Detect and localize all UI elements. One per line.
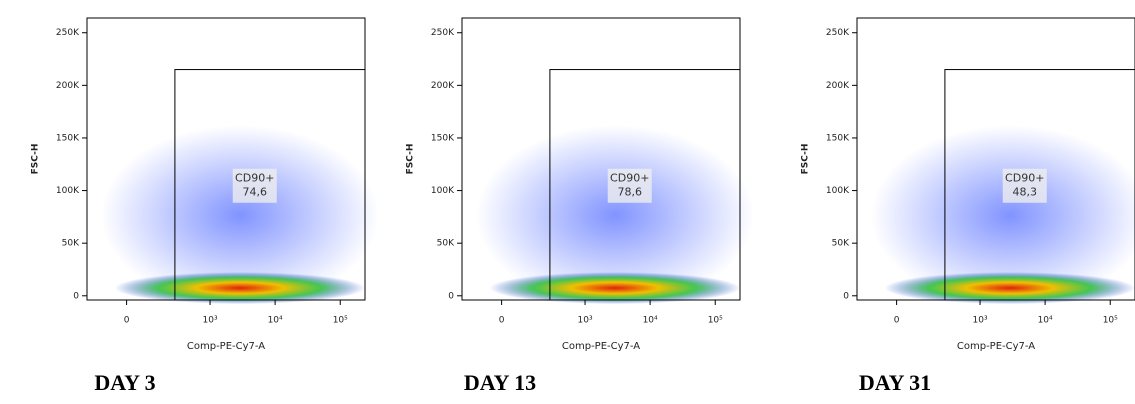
y-tick-label: 50K [437, 239, 455, 249]
gate-name: CD90+ [1005, 172, 1044, 185]
gate-name: CD90+ [235, 172, 274, 185]
y-tick-label: 50K [62, 239, 80, 249]
density-core [114, 272, 366, 304]
density-cloud [475, 125, 754, 306]
y-tick-label: 150K [56, 133, 80, 143]
density-cloud [100, 125, 379, 306]
y-tick-label: 200K [56, 81, 80, 91]
gate [549, 69, 741, 301]
y-tick-label: 0 [73, 291, 79, 301]
panel-title: DAY 3 [94, 370, 155, 395]
y-tick-label: 200K [431, 81, 455, 91]
x-tick-label: 10⁵ [1103, 316, 1118, 326]
x-axis-label: Comp-PE-Cy7-A [187, 341, 265, 352]
panel-title: DAY 13 [464, 370, 536, 395]
y-tick-label: 150K [431, 133, 455, 143]
x-tick-label: 10³ [578, 316, 593, 326]
y-tick-label: 50K [832, 239, 850, 249]
y-tick-label: 0 [448, 291, 454, 301]
y-tick-label: 100K [826, 186, 850, 196]
panel: 0 50K 100K 150K 200K 250K 0 10³ 10⁴ 10⁵ Comp-PE-Cy… [801, 17, 1135, 395]
gate [174, 69, 366, 301]
y-tick-label: 100K [56, 186, 80, 196]
y-tick-label: 100K [431, 186, 455, 196]
y-tick-label: 150K [826, 133, 850, 143]
panel-title: DAY 31 [859, 370, 931, 395]
gate-label-box [232, 168, 277, 203]
gate-name: CD90+ [610, 172, 649, 185]
panel: 0 50K 100K 150K 200K 250K 0 10³ 10⁴ 10⁵ Comp-PE-Cy… [406, 17, 754, 395]
x-tick-label: 10⁴ [268, 316, 283, 326]
gate-label-box [607, 168, 652, 203]
gate [944, 69, 1135, 301]
gate-value: 74,6 [242, 186, 267, 199]
y-tick-label: 250K [56, 28, 80, 38]
density-core [489, 272, 740, 304]
y-tick-label: 0 [843, 291, 849, 301]
density-core [884, 272, 1135, 304]
gate-label-box [1002, 168, 1047, 203]
x-tick-label: 0 [894, 316, 900, 326]
gate-value: 78,6 [617, 186, 642, 199]
panel: 0 50K 100K 150K 200K 250K 0 10³ 10⁴ 10⁵ Comp-PE-Cy… [31, 17, 379, 395]
x-axis-label: Comp-PE-Cy7-A [957, 341, 1035, 352]
y-tick-label: 250K [826, 28, 850, 38]
y-axis-label: FSC-H [31, 144, 41, 175]
y-tick-label: 200K [826, 81, 850, 91]
gate-value: 48,3 [1012, 186, 1037, 199]
x-tick-label: 0 [499, 316, 505, 326]
x-tick-label: 10⁵ [708, 316, 723, 326]
y-axis-label: FSC-H [406, 144, 416, 175]
x-tick-label: 0 [124, 316, 130, 326]
x-tick-label: 10³ [973, 316, 988, 326]
x-axis-label: Comp-PE-Cy7-A [562, 341, 640, 352]
x-tick-label: 10⁵ [333, 316, 348, 326]
density-cloud [870, 125, 1135, 306]
y-tick-label: 250K [431, 28, 455, 38]
x-tick-label: 10⁴ [1038, 316, 1053, 326]
y-axis-label: FSC-H [801, 144, 811, 175]
x-tick-label: 10⁴ [643, 316, 658, 326]
x-tick-label: 10³ [203, 316, 218, 326]
